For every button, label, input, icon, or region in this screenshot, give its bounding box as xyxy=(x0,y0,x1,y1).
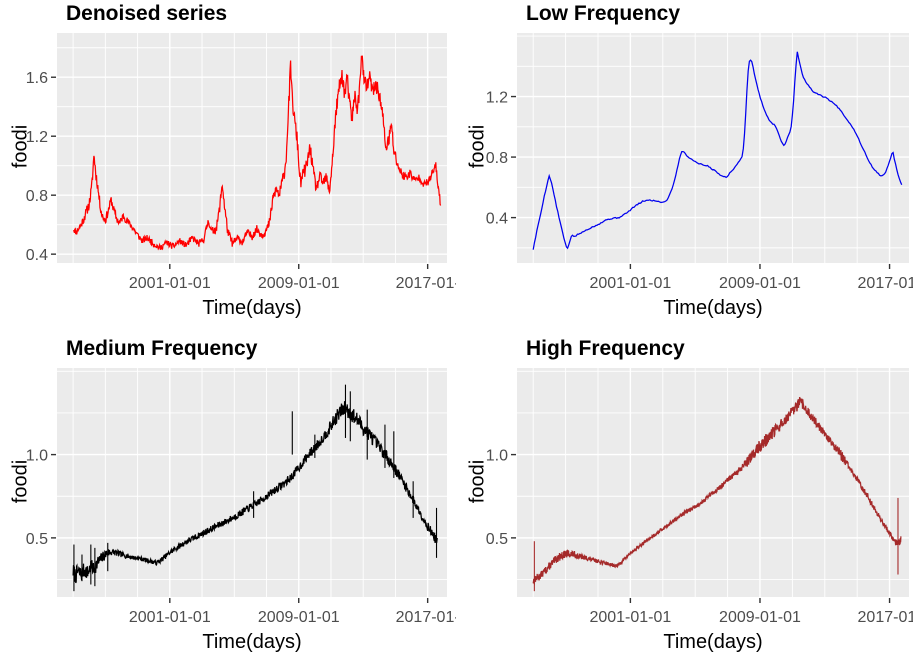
svg-text:2017-01-: 2017-01- xyxy=(396,609,456,626)
panel-medium-frequency: 2001-01-01 2009-01-01 2017-01- 0.5 1.0 Mediu… xyxy=(0,330,457,659)
svg-text:0.4: 0.4 xyxy=(26,247,48,264)
svg-text:0.8: 0.8 xyxy=(26,188,48,205)
svg-text:2017-01-: 2017-01- xyxy=(858,609,913,626)
y-axis-label: foodi xyxy=(9,459,32,503)
svg-text:0.8: 0.8 xyxy=(486,150,508,167)
medium-frequency-plot: 2001-01-01 2009-01-01 2017-01- 0.5 1.0 xyxy=(26,368,456,626)
svg-text:2009-01-01: 2009-01-01 xyxy=(719,609,801,626)
y-axis-label: foodi xyxy=(9,124,32,169)
denoised-series-plot: 2001-01-01 2009-01-01 2017-01- 0.4 0.8 1.2 1.6 xyxy=(26,33,456,292)
svg-text:1.6: 1.6 xyxy=(26,70,48,87)
svg-text:0.4: 0.4 xyxy=(486,211,508,228)
chart-title: High Frequency xyxy=(526,337,685,360)
x-axis-label: Time(days) xyxy=(202,297,302,319)
high-frequency-plot: 2001-01-01 2009-01-01 2017-01- 0.5 1.0 xyxy=(486,368,913,626)
svg-text:2017-01-: 2017-01- xyxy=(396,275,456,292)
svg-text:1.0: 1.0 xyxy=(26,448,48,465)
x-axis-label: Time(days) xyxy=(663,297,763,319)
panel-denoised-series: 2001-01-01 2009-01-01 2017-01- 0.4 0.8 1.2 1.6… xyxy=(0,0,457,330)
svg-text:1.2: 1.2 xyxy=(26,129,48,146)
chart-title: Medium Frequency xyxy=(66,337,258,360)
panel-low-frequency: 2001-01-01 2009-01-01 2017-01- 0.4 0.8 1.2 Lo… xyxy=(457,0,913,330)
chart-title: Denoised series xyxy=(66,2,228,25)
svg-text:2001-01-01: 2001-01-01 xyxy=(589,609,671,626)
y-axis-label: foodi xyxy=(466,124,489,169)
svg-text:2001-01-01: 2001-01-01 xyxy=(129,609,211,626)
x-axis-label: Time(days) xyxy=(663,631,763,653)
panel-high-frequency: 2001-01-01 2009-01-01 2017-01- 0.5 1.0 High … xyxy=(457,330,913,659)
svg-text:1.0: 1.0 xyxy=(486,448,508,465)
svg-text:2001-01-01: 2001-01-01 xyxy=(589,275,671,292)
chart-title: Low Frequency xyxy=(526,2,681,25)
x-axis-label: Time(days) xyxy=(202,631,302,653)
y-axis-label: foodi xyxy=(466,459,489,503)
svg-text:2009-01-01: 2009-01-01 xyxy=(258,609,340,626)
svg-text:1.2: 1.2 xyxy=(486,90,508,107)
svg-text:2009-01-01: 2009-01-01 xyxy=(719,275,801,292)
svg-text:0.5: 0.5 xyxy=(486,531,508,548)
svg-text:2017-01-: 2017-01- xyxy=(858,275,913,292)
svg-text:2009-01-01: 2009-01-01 xyxy=(258,275,340,292)
svg-text:0.5: 0.5 xyxy=(26,531,48,548)
low-frequency-plot: 2001-01-01 2009-01-01 2017-01- 0.4 0.8 1.2 xyxy=(486,33,913,292)
svg-text:2001-01-01: 2001-01-01 xyxy=(129,275,211,292)
